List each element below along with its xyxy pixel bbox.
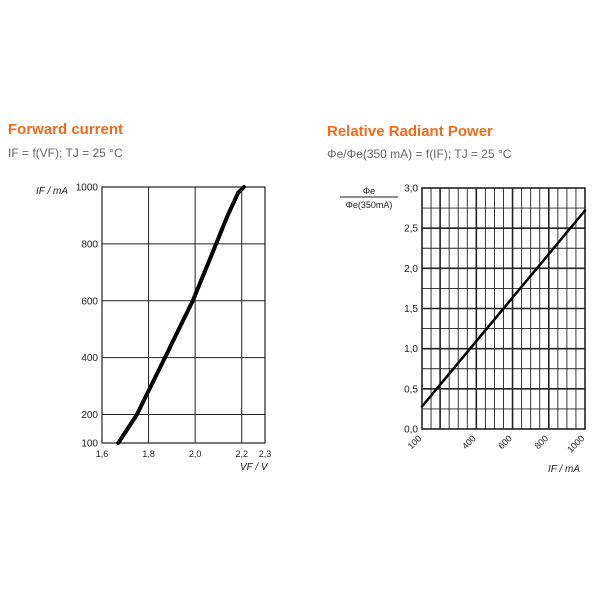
plot-frame bbox=[101, 186, 266, 444]
x-tick-label: 1000 bbox=[565, 433, 586, 454]
x-tick-label: 2,2 bbox=[235, 449, 248, 459]
y-tick-label: 200 bbox=[81, 410, 98, 421]
chart-title: Relative Radiant Power bbox=[327, 123, 493, 140]
x-tick-label: 1,6 bbox=[96, 449, 109, 459]
x-tick-label: 1,8 bbox=[142, 449, 155, 459]
x-tick-label: 600 bbox=[496, 433, 514, 451]
series-line bbox=[116, 185, 246, 445]
chart-subtitle: Φe/Φe(350 mA) = f(IF); TJ = 25 °C bbox=[327, 147, 512, 161]
y-axis-label-numerator: Φe bbox=[363, 186, 375, 196]
y-tick-label: 3,0 bbox=[404, 184, 418, 195]
y-tick-label: 1000 bbox=[76, 183, 99, 194]
plot-frame bbox=[421, 187, 586, 430]
y-axis-label-denominator: Φe(350mA) bbox=[346, 200, 393, 210]
y-tick-label: 800 bbox=[81, 239, 98, 250]
y-tick-label: 2,5 bbox=[404, 224, 418, 235]
y-tick-label: 600 bbox=[81, 296, 98, 307]
chart-title: Forward current bbox=[8, 121, 124, 138]
x-tick-label: 2,3 bbox=[259, 449, 272, 459]
y-axis-label: IF / mA bbox=[36, 186, 68, 197]
y-tick-label: 0,5 bbox=[404, 384, 418, 395]
x-axis-label: IF / mA bbox=[548, 464, 580, 475]
series-line bbox=[420, 209, 587, 408]
x-tick-label: 2,0 bbox=[189, 449, 202, 459]
x-tick-label: 400 bbox=[460, 433, 478, 451]
x-tick-label: 100 bbox=[406, 433, 424, 451]
x-tick-label: 800 bbox=[532, 433, 550, 451]
y-tick-label: 0,0 bbox=[404, 425, 418, 436]
y-tick-label: 1,5 bbox=[404, 304, 418, 315]
x-axis-label: VF / V bbox=[240, 462, 269, 473]
y-tick-label: 400 bbox=[81, 353, 98, 364]
chart-subtitle: IF = f(VF); TJ = 25 °C bbox=[8, 146, 123, 160]
y-tick-label: 2,0 bbox=[404, 264, 418, 275]
y-tick-label: 1,0 bbox=[404, 344, 418, 355]
y-tick-label: 100 bbox=[81, 439, 98, 450]
